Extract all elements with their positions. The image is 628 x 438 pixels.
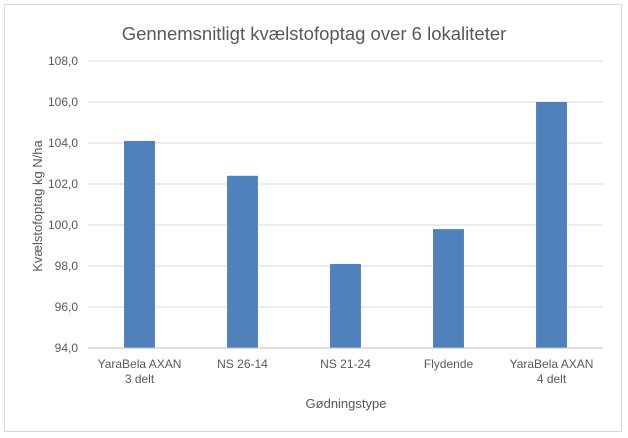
- x-axis-ticks: YaraBela AXAN 3 delt NS 26-14 NS 21-24 Flyde…: [98, 357, 594, 386]
- bar: [433, 229, 464, 348]
- bar: [227, 175, 258, 348]
- y-tick-label: 96,0: [55, 300, 79, 314]
- y-tick-label: 98,0: [55, 259, 79, 273]
- gridlines: [88, 60, 603, 308]
- bar: [330, 263, 361, 348]
- y-tick-label: 104,0: [48, 136, 78, 150]
- y-axis-ticks: 94,0 96,0 98,0 100,0 102,0 104,0 106,0 108,0: [48, 54, 78, 355]
- x-tick-label: NS 21-24: [320, 357, 371, 371]
- x-tick-label: Flydende: [424, 357, 474, 371]
- x-tick-label: YaraBela AXAN 3 delt: [98, 357, 182, 386]
- chart-frame: [4, 4, 622, 432]
- y-axis-title: Kvælstofoptag kg N/ha: [30, 139, 45, 271]
- bars: [124, 102, 567, 348]
- y-tick-label: 102,0: [48, 177, 78, 191]
- y-tick-label: 94,0: [55, 341, 79, 355]
- y-tick-label: 100,0: [48, 218, 78, 232]
- y-tick-label: 108,0: [48, 54, 78, 68]
- bar: [124, 140, 155, 348]
- x-tick-label: NS 26-14: [217, 357, 268, 371]
- chart-title: Gennemsnitligt kvælstofoptag over 6 loka…: [122, 23, 507, 44]
- x-axis-title: Gødningstype: [306, 396, 387, 411]
- x-tick-label: YaraBela AXAN 4 delt: [510, 357, 594, 386]
- bar: [536, 102, 567, 348]
- y-tick-label: 106,0: [48, 95, 78, 109]
